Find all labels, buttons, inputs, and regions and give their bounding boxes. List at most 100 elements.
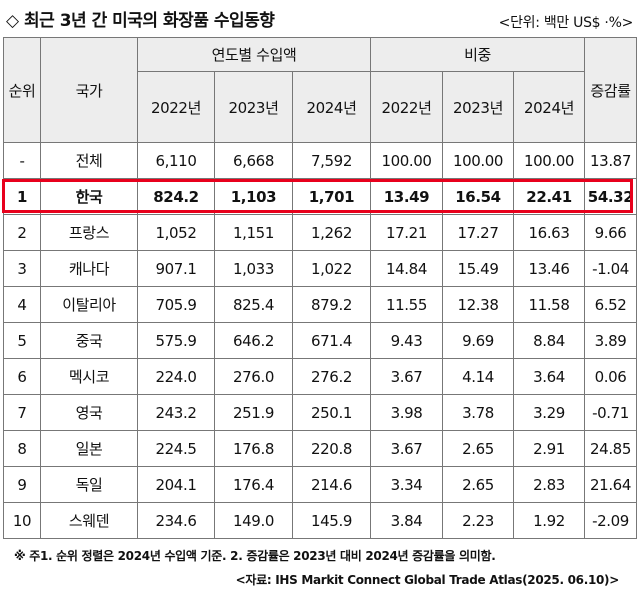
cell-share-2023: 2.65 <box>442 430 514 467</box>
header-share-year: 2023년 <box>442 71 514 143</box>
cell-country: 한국 <box>40 178 138 215</box>
cell-import-2024: 1,701 <box>292 178 371 215</box>
cell-share-2023: 4.14 <box>442 358 514 395</box>
cell-share-2022: 11.55 <box>370 286 443 323</box>
header-import-year: 2022년 <box>137 71 215 143</box>
cell-import-2024: 1,022 <box>292 250 371 287</box>
cell-import-2023: 251.9 <box>214 394 293 431</box>
cell-share-2024: 2.91 <box>512 430 586 467</box>
cell-share-2023: 2.23 <box>442 502 514 539</box>
cell-import-2022: 6,110 <box>137 142 215 179</box>
cell-import-2024: 879.2 <box>292 286 371 323</box>
cell-share-2022: 13.49 <box>370 178 443 215</box>
cell-country: 전체 <box>40 142 138 179</box>
cell-share-2023: 12.38 <box>442 286 514 323</box>
cell-import-2023: 176.4 <box>214 466 293 503</box>
cell-share-2024: 100.00 <box>512 142 586 179</box>
cell-country: 영국 <box>40 394 138 431</box>
cell-share-2023: 17.27 <box>442 214 514 251</box>
header-growth: 증감률 <box>584 37 638 143</box>
cell-import-2024: 276.2 <box>292 358 371 395</box>
cell-share-2024: 3.64 <box>512 358 586 395</box>
cell-import-2022: 243.2 <box>137 394 215 431</box>
cell-import-2024: 250.1 <box>292 394 371 431</box>
cell-country: 스웨덴 <box>40 502 138 539</box>
cell-import-2023: 176.8 <box>214 430 293 467</box>
cell-import-2022: 907.1 <box>137 250 215 287</box>
cell-rank: 2 <box>3 214 41 251</box>
cell-growth: 3.89 <box>584 322 638 359</box>
unit-label: <단위: 백만 US$ ·%> <box>498 15 634 31</box>
cell-import-2022: 575.9 <box>137 322 215 359</box>
cell-share-2024: 3.29 <box>512 394 586 431</box>
cell-share-2024: 16.63 <box>512 214 586 251</box>
cell-share-2022: 14.84 <box>370 250 443 287</box>
cell-share-2024: 11.58 <box>512 286 586 323</box>
cell-import-2022: 1,052 <box>137 214 215 251</box>
cell-share-2024: 13.46 <box>512 250 586 287</box>
table-row: 1 한국 824.2 1,103 1,701 13.49 16.54 22.41 54.32 <box>3 178 638 215</box>
cell-import-2023: 646.2 <box>214 322 293 359</box>
cell-import-2022: 705.9 <box>137 286 215 323</box>
cell-share-2022: 17.21 <box>370 214 443 251</box>
cell-country: 프랑스 <box>40 214 138 251</box>
cell-import-2023: 276.0 <box>214 358 293 395</box>
cell-rank: 5 <box>3 322 41 359</box>
cell-rank: 6 <box>3 358 41 395</box>
table-row: 9 독일 204.1 176.4 214.6 3.34 2.65 2.83 21.64 <box>3 466 638 503</box>
cell-rank: 8 <box>3 430 41 467</box>
cell-share-2022: 9.43 <box>370 322 443 359</box>
cell-growth: 54.32 <box>584 178 638 215</box>
import-table: 순위 국가 연도별 수입액 비중 증감률 2022년 2023년 2024년 2… <box>3 37 638 539</box>
cell-growth: 21.64 <box>584 466 638 503</box>
table-row: 6 멕시코 224.0 276.0 276.2 3.67 4.14 3.64 0.06 <box>3 358 638 395</box>
cell-growth: -0.71 <box>584 394 638 431</box>
cell-country: 캐나다 <box>40 250 138 287</box>
cell-import-2024: 220.8 <box>292 430 371 467</box>
cell-import-2024: 7,592 <box>292 142 371 179</box>
header-share-year: 2024년 <box>512 71 586 143</box>
header-import-year: 2023년 <box>214 71 293 143</box>
cell-import-2022: 224.5 <box>137 430 215 467</box>
header-share-group: 비중 <box>369 37 586 72</box>
table-row: 5 중국 575.9 646.2 671.4 9.43 9.69 8.84 3.89 <box>3 322 638 359</box>
cell-import-2022: 824.2 <box>137 178 215 215</box>
table-row: 7 영국 243.2 251.9 250.1 3.98 3.78 3.29 -0.71 <box>3 394 638 431</box>
header-import-group: 연도별 수입액 <box>137 37 371 72</box>
table-row: 2 프랑스 1,052 1,151 1,262 17.21 17.27 16.63 9.66 <box>3 214 638 251</box>
cell-import-2024: 1,262 <box>292 214 371 251</box>
header-share-year: 2022년 <box>370 71 443 143</box>
cell-import-2022: 204.1 <box>137 466 215 503</box>
cell-rank: 10 <box>3 502 41 539</box>
cell-import-2024: 671.4 <box>292 322 371 359</box>
header-rank: 순위 <box>3 37 41 143</box>
cell-import-2023: 149.0 <box>214 502 293 539</box>
page-title: ◇ 최근 3년 간 미국의 화장품 수입동향 <box>6 11 275 31</box>
cell-share-2023: 9.69 <box>442 322 514 359</box>
cell-share-2022: 3.67 <box>370 358 443 395</box>
source-note: <자료: IHS Markit Connect Global Trade Atl… <box>235 573 620 587</box>
header-import-year: 2024년 <box>292 71 371 143</box>
cell-share-2024: 2.83 <box>512 466 586 503</box>
cell-import-2023: 1,033 <box>214 250 293 287</box>
cell-share-2024: 8.84 <box>512 322 586 359</box>
cell-share-2023: 16.54 <box>442 178 514 215</box>
cell-growth: 24.85 <box>584 430 638 467</box>
cell-growth: 6.52 <box>584 286 638 323</box>
cell-country: 멕시코 <box>40 358 138 395</box>
cell-growth: 13.87 <box>584 142 638 179</box>
cell-import-2022: 224.0 <box>137 358 215 395</box>
cell-share-2022: 3.34 <box>370 466 443 503</box>
cell-rank: 3 <box>3 250 41 287</box>
cell-share-2022: 3.98 <box>370 394 443 431</box>
table-row: 8 일본 224.5 176.8 220.8 3.67 2.65 2.91 24.85 <box>3 430 638 467</box>
table-row: 3 캐나다 907.1 1,033 1,022 14.84 15.49 13.46 -1.04 <box>3 250 638 287</box>
table-row: 10 스웨덴 234.6 149.0 145.9 3.84 2.23 1.92 -2.09 <box>3 502 638 539</box>
cell-country: 독일 <box>40 466 138 503</box>
cell-growth: 0.06 <box>584 358 638 395</box>
cell-import-2023: 825.4 <box>214 286 293 323</box>
cell-rank: 7 <box>3 394 41 431</box>
cell-share-2024: 22.41 <box>512 178 586 215</box>
cell-share-2022: 100.00 <box>370 142 443 179</box>
cell-share-2023: 3.78 <box>442 394 514 431</box>
